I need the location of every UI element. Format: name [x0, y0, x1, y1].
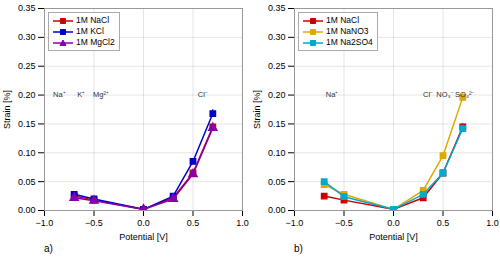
svg-text:0.5: 0.5: [187, 218, 200, 228]
html-text:b): b): [294, 243, 303, 254]
svg-text:0.35: 0.35: [18, 3, 36, 13]
svg-text:K⁺: K⁺: [77, 90, 85, 99]
svg-text:0.30: 0.30: [268, 32, 286, 42]
svg-text:1.0: 1.0: [486, 218, 499, 228]
svg-text:SO₄²⁻: SO₄²⁻: [455, 90, 474, 99]
svg-text:Mg²⁺: Mg²⁺: [93, 90, 109, 99]
svg-text:0.10: 0.10: [18, 148, 36, 158]
svg-text:0.15: 0.15: [268, 119, 286, 129]
html-text:1M NaCl: 1M NaCl: [76, 15, 110, 25]
svg-text:−0.5: −0.5: [335, 218, 353, 228]
svg-text:0.00: 0.00: [268, 205, 286, 215]
svg-text:0.35: 0.35: [268, 3, 286, 13]
svg-text:0.5: 0.5: [437, 218, 450, 228]
html-text:1M NaNO3: 1M NaNO3: [326, 26, 369, 36]
svg-text:0.25: 0.25: [18, 61, 36, 71]
svg-text:Potential [V]: Potential [V]: [369, 232, 418, 242]
svg-text:0.15: 0.15: [18, 119, 36, 129]
svg-text:1.0: 1.0: [236, 218, 249, 228]
svg-text:Cl⁻: Cl⁻: [198, 90, 208, 99]
svg-text:Potential [V]: Potential [V]: [119, 232, 168, 242]
svg-text:0.05: 0.05: [18, 177, 36, 187]
svg-text:0.00: 0.00: [18, 205, 36, 215]
svg-text:−1.0: −1.0: [36, 218, 54, 228]
html-text:a): a): [44, 243, 53, 254]
svg-text:−1.0: −1.0: [286, 218, 304, 228]
svg-text:Strain [%]: Strain [%]: [2, 90, 12, 129]
svg-text:0.20: 0.20: [268, 90, 286, 100]
svg-text:0.10: 0.10: [268, 148, 286, 158]
html-text:1M MgCl2: 1M MgCl2: [76, 37, 115, 47]
svg-text:−0.5: −0.5: [85, 218, 103, 228]
svg-text:0.25: 0.25: [268, 61, 286, 71]
svg-text:Na⁺: Na⁺: [326, 90, 339, 99]
svg-text:Na⁺: Na⁺: [53, 90, 66, 99]
html-text:1M Na2SO4: 1M Na2SO4: [326, 37, 373, 47]
svg-text:0.20: 0.20: [18, 90, 36, 100]
svg-text:0.0: 0.0: [137, 218, 150, 228]
svg-text:0.30: 0.30: [18, 32, 36, 42]
svg-text:Cl⁻: Cl⁻: [423, 90, 433, 99]
html-text:1M KCl: 1M KCl: [76, 26, 104, 36]
svg-text:0.0: 0.0: [387, 218, 400, 228]
svg-text:Strain [%]: Strain [%]: [252, 90, 262, 129]
svg-text:0.05: 0.05: [268, 177, 286, 187]
svg-text:NO₃⁻: NO₃⁻: [436, 90, 453, 99]
html-text:1M NaCl: 1M NaCl: [326, 15, 360, 25]
